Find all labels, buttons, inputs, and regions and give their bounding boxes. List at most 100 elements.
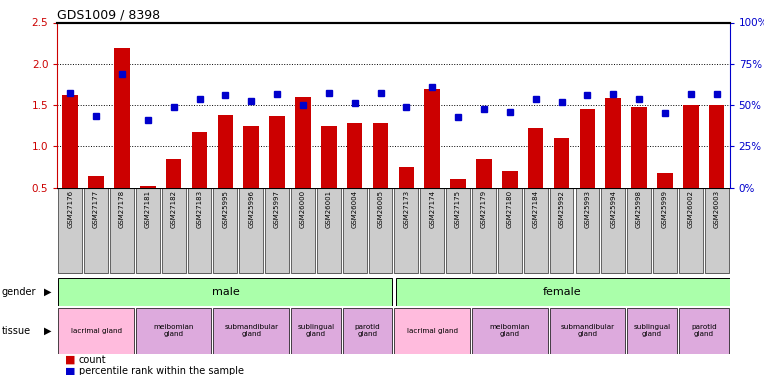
Text: submandibular
gland: submandibular gland (224, 324, 278, 338)
FancyBboxPatch shape (679, 188, 703, 273)
Bar (476, 159, 492, 188)
Text: GSM27180: GSM27180 (507, 190, 513, 228)
FancyBboxPatch shape (498, 188, 522, 273)
Text: GSM25996: GSM25996 (248, 190, 254, 228)
Text: count: count (79, 355, 106, 365)
FancyBboxPatch shape (136, 188, 160, 273)
Bar (114, 48, 130, 188)
Text: GSM27184: GSM27184 (533, 190, 539, 228)
Bar (192, 132, 207, 188)
Text: GSM26003: GSM26003 (714, 190, 720, 228)
Bar (63, 95, 78, 188)
Text: ■: ■ (65, 366, 76, 375)
Text: GSM25998: GSM25998 (636, 190, 642, 228)
Bar (399, 167, 414, 188)
FancyBboxPatch shape (472, 188, 496, 273)
Bar (373, 123, 388, 188)
FancyBboxPatch shape (394, 188, 418, 273)
Text: male: male (212, 286, 239, 297)
FancyBboxPatch shape (213, 188, 238, 273)
FancyBboxPatch shape (110, 188, 134, 273)
Text: GSM26000: GSM26000 (300, 190, 306, 228)
Text: parotid
gland: parotid gland (691, 324, 717, 338)
Bar (140, 186, 156, 188)
Text: GSM26002: GSM26002 (688, 190, 694, 228)
FancyBboxPatch shape (162, 188, 186, 273)
FancyBboxPatch shape (317, 188, 341, 273)
FancyBboxPatch shape (265, 188, 289, 273)
Text: GSM27181: GSM27181 (145, 190, 151, 228)
Bar (657, 172, 673, 188)
Bar (295, 97, 311, 188)
FancyBboxPatch shape (549, 308, 625, 354)
Bar (631, 106, 647, 188)
FancyBboxPatch shape (705, 188, 729, 273)
Bar (166, 159, 181, 188)
Text: lacrimal gland: lacrimal gland (406, 328, 458, 334)
Text: GSM25999: GSM25999 (662, 190, 668, 228)
FancyBboxPatch shape (627, 308, 677, 354)
Text: submandibular
gland: submandibular gland (560, 324, 614, 338)
Text: sublingual
gland: sublingual gland (297, 324, 335, 338)
Bar (554, 138, 569, 188)
FancyBboxPatch shape (627, 188, 651, 273)
FancyBboxPatch shape (394, 308, 470, 354)
Text: ▶: ▶ (44, 286, 52, 297)
FancyBboxPatch shape (653, 188, 677, 273)
Text: GSM27178: GSM27178 (119, 190, 125, 228)
Text: gender: gender (2, 286, 36, 297)
Text: GSM27179: GSM27179 (481, 190, 487, 228)
FancyBboxPatch shape (188, 188, 212, 273)
Text: percentile rank within the sample: percentile rank within the sample (79, 366, 244, 375)
Text: GSM26001: GSM26001 (325, 190, 332, 228)
FancyBboxPatch shape (396, 278, 732, 306)
Bar (347, 123, 362, 188)
Text: GSM27177: GSM27177 (93, 190, 99, 228)
FancyBboxPatch shape (58, 278, 393, 306)
Text: GSM26005: GSM26005 (377, 190, 384, 228)
Text: meibomian
gland: meibomian gland (490, 324, 530, 338)
FancyBboxPatch shape (679, 308, 729, 354)
Bar (425, 88, 440, 188)
Bar (709, 105, 724, 188)
Text: tissue: tissue (2, 326, 31, 336)
FancyBboxPatch shape (420, 188, 444, 273)
Text: GSM27182: GSM27182 (170, 190, 176, 228)
FancyBboxPatch shape (524, 188, 548, 273)
FancyBboxPatch shape (472, 308, 548, 354)
Text: sublingual
gland: sublingual gland (633, 324, 671, 338)
Text: lacrimal gland: lacrimal gland (70, 328, 121, 334)
Bar (580, 109, 595, 188)
Text: ■: ■ (65, 355, 76, 365)
Bar (89, 176, 104, 188)
Text: GSM27183: GSM27183 (196, 190, 202, 228)
Text: GSM25995: GSM25995 (222, 190, 228, 228)
Text: GSM25997: GSM25997 (274, 190, 280, 228)
Text: ▶: ▶ (44, 326, 52, 336)
FancyBboxPatch shape (343, 308, 393, 354)
FancyBboxPatch shape (58, 308, 134, 354)
Text: female: female (542, 286, 581, 297)
Text: GSM27175: GSM27175 (455, 190, 461, 228)
Text: GSM25992: GSM25992 (558, 190, 565, 228)
Bar (528, 128, 543, 188)
Bar (502, 171, 517, 188)
Bar (450, 179, 466, 188)
Text: GSM25993: GSM25993 (584, 190, 591, 228)
Text: GSM27176: GSM27176 (67, 190, 73, 228)
FancyBboxPatch shape (84, 188, 108, 273)
FancyBboxPatch shape (291, 308, 341, 354)
FancyBboxPatch shape (136, 308, 212, 354)
FancyBboxPatch shape (369, 188, 393, 273)
Text: GSM27174: GSM27174 (429, 190, 435, 228)
Text: GSM25994: GSM25994 (610, 190, 617, 228)
FancyBboxPatch shape (239, 188, 263, 273)
Text: parotid
gland: parotid gland (354, 324, 380, 338)
FancyBboxPatch shape (213, 308, 289, 354)
Text: GSM26004: GSM26004 (351, 190, 358, 228)
FancyBboxPatch shape (575, 188, 599, 273)
FancyBboxPatch shape (601, 188, 625, 273)
Bar (606, 98, 621, 188)
FancyBboxPatch shape (58, 188, 82, 273)
FancyBboxPatch shape (549, 188, 574, 273)
